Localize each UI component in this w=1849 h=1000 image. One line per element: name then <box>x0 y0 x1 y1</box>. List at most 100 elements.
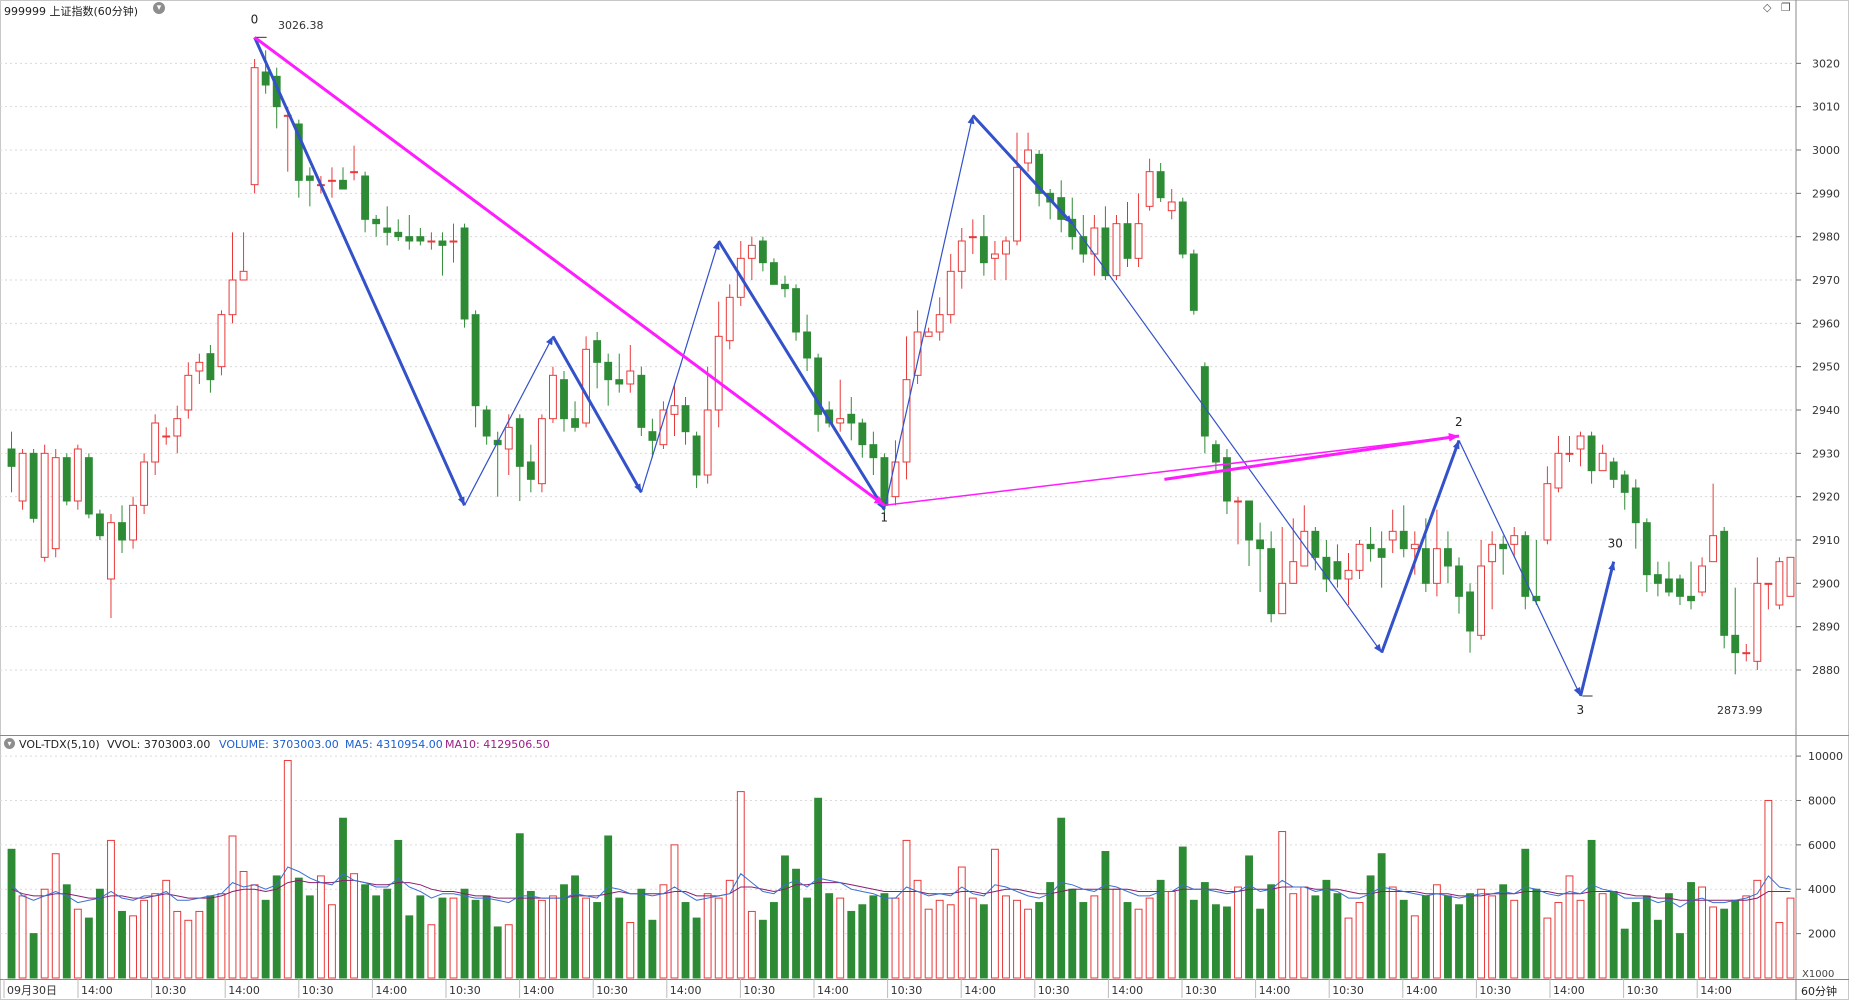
candle-body[interactable] <box>714 335 723 411</box>
candle-body[interactable] <box>847 413 856 424</box>
candle-body[interactable] <box>537 418 546 485</box>
volume-bar[interactable] <box>858 904 867 979</box>
candle-body[interactable] <box>1543 483 1552 541</box>
candle-body[interactable] <box>1576 435 1585 450</box>
candle-body[interactable] <box>1764 582 1773 585</box>
volume-bar[interactable] <box>736 791 745 979</box>
volume-bar[interactable] <box>449 897 458 979</box>
volume-bar[interactable] <box>1477 888 1486 979</box>
volume-bar[interactable] <box>1521 848 1530 979</box>
candle-body[interactable] <box>1388 530 1397 541</box>
candle-body[interactable] <box>1499 543 1508 550</box>
volume-bar[interactable] <box>1267 884 1276 979</box>
candle-body[interactable] <box>1709 535 1718 563</box>
candle-body[interactable] <box>1211 444 1220 463</box>
volume-bar[interactable] <box>361 884 370 979</box>
volume-bar[interactable] <box>836 897 845 979</box>
candle-body[interactable] <box>1532 595 1541 602</box>
candle-body[interactable] <box>1245 500 1253 541</box>
volume-bar[interactable] <box>891 897 900 979</box>
volume-bar[interactable] <box>1167 890 1176 979</box>
diamond-icon[interactable]: ◇ <box>1763 1 1772 14</box>
candle-body[interactable] <box>482 409 491 437</box>
volume-bar[interactable] <box>1709 906 1718 979</box>
candle-body[interactable] <box>1267 548 1276 615</box>
volume-bar[interactable] <box>1587 839 1596 979</box>
candle-body[interactable] <box>416 236 425 242</box>
volume-bar[interactable] <box>228 835 237 979</box>
volume-bar[interactable] <box>770 902 778 979</box>
volume-bar[interactable] <box>560 884 568 979</box>
candle-body[interactable] <box>1112 223 1121 277</box>
volume-bar[interactable] <box>84 917 93 979</box>
volume-bar[interactable] <box>1466 893 1474 979</box>
volume-bar[interactable] <box>339 817 347 979</box>
volume-bar[interactable] <box>1090 895 1099 979</box>
candle-body[interactable] <box>946 270 955 316</box>
volume-bar[interactable] <box>383 888 392 979</box>
candle-body[interactable] <box>372 218 381 225</box>
candle-body[interactable] <box>1322 556 1331 580</box>
candle-body[interactable] <box>1488 543 1497 563</box>
candle-body[interactable] <box>979 236 988 264</box>
volume-bar[interactable] <box>1698 886 1707 979</box>
candle-body[interactable] <box>1609 461 1618 480</box>
candle-body[interactable] <box>913 331 922 376</box>
candle-body[interactable] <box>18 452 27 502</box>
candle-body[interactable] <box>1598 452 1607 472</box>
volume-bar[interactable] <box>637 888 646 979</box>
volume-bar[interactable] <box>1211 904 1220 979</box>
volume-bar[interactable] <box>526 890 535 979</box>
volume-bar[interactable] <box>1101 851 1110 979</box>
volume-bar[interactable] <box>571 875 579 979</box>
candle-body[interactable] <box>383 227 392 233</box>
volume-bar[interactable] <box>1676 933 1684 979</box>
volume-bar[interactable] <box>747 910 756 979</box>
volume-bar[interactable] <box>173 910 182 979</box>
volume-bar[interactable] <box>29 933 38 979</box>
candle-body[interactable] <box>405 236 414 242</box>
candle-body[interactable] <box>1167 201 1176 212</box>
candle-body[interactable] <box>1786 556 1795 597</box>
volume-bar[interactable] <box>847 910 856 979</box>
candle-body[interactable] <box>1145 171 1154 207</box>
volume-bar[interactable] <box>1421 895 1430 979</box>
volume-bar[interactable] <box>283 760 292 979</box>
volume-bar[interactable] <box>1256 908 1265 979</box>
chevron-down-icon[interactable]: ▾ <box>153 2 165 14</box>
volume-bar[interactable] <box>1068 888 1077 979</box>
candle-body[interactable] <box>438 240 447 246</box>
volume-bar[interactable] <box>1687 882 1695 979</box>
candle-body[interactable] <box>1455 565 1463 597</box>
candle-body[interactable] <box>62 457 71 502</box>
volume-bar[interactable] <box>1311 895 1320 979</box>
volume-bar[interactable] <box>1598 893 1607 979</box>
volume-bar[interactable] <box>1200 882 1209 979</box>
volume-bar[interactable] <box>681 902 690 979</box>
volume-bar[interactable] <box>294 877 303 979</box>
candle-body[interactable] <box>40 452 49 558</box>
candle-body[interactable] <box>29 452 38 519</box>
volume-bar[interactable] <box>1156 879 1165 979</box>
candle-body[interactable] <box>526 461 535 480</box>
volume-bar[interactable] <box>272 875 281 979</box>
candle-body[interactable] <box>1333 561 1342 580</box>
period-label[interactable]: 60分钟 <box>1801 985 1837 998</box>
candle-body[interactable] <box>770 262 778 285</box>
volume-bar[interactable] <box>460 888 469 979</box>
volume-bar[interactable] <box>913 879 922 979</box>
candle-body[interactable] <box>1156 171 1165 199</box>
candle-body[interactable] <box>1344 569 1353 580</box>
volume-bar[interactable] <box>1510 899 1519 979</box>
volume-bar[interactable] <box>1377 853 1386 979</box>
volume-bar[interactable] <box>1631 902 1640 979</box>
volume-bar[interactable] <box>781 855 789 979</box>
candle-body[interactable] <box>1123 223 1132 259</box>
candle-body[interactable] <box>7 448 16 467</box>
volume-bar[interactable] <box>405 915 414 979</box>
volume-bar[interactable] <box>968 897 977 979</box>
volume-bar[interactable] <box>582 897 591 979</box>
volume-bar[interactable] <box>725 879 734 979</box>
volume-bar[interactable] <box>250 884 259 979</box>
candle-body[interactable] <box>1687 595 1695 602</box>
